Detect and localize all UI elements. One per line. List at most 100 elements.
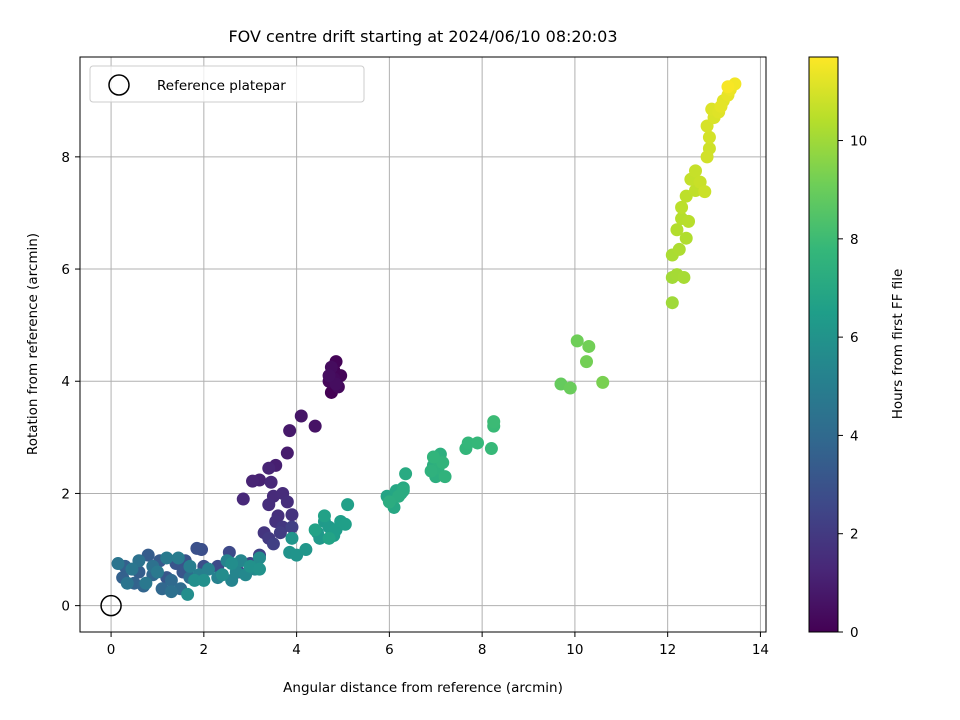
colorbar-tick-label: 2 (850, 527, 859, 543)
colorbar-tick-label: 8 (850, 232, 859, 248)
colorbar-tick-label: 10 (850, 134, 867, 150)
y-tick-label: 2 (61, 486, 70, 502)
data-point (264, 475, 278, 489)
data-point (322, 369, 336, 383)
data-point (253, 551, 267, 565)
data-point (570, 334, 584, 348)
y-tick-label: 4 (61, 374, 70, 390)
reference-platepar-marker (100, 594, 122, 617)
data-point (188, 573, 202, 587)
data-point (470, 436, 484, 450)
data-point (461, 436, 475, 450)
data-point (487, 415, 501, 429)
data-point (677, 270, 691, 284)
x-tick-label: 14 (752, 642, 769, 658)
x-tick-label: 10 (566, 642, 583, 658)
data-point (670, 223, 684, 237)
data-point (139, 576, 153, 590)
data-point (181, 587, 195, 601)
data-point (682, 214, 696, 228)
data-point (424, 464, 438, 478)
data-point (596, 375, 610, 389)
x-axis-label: Angular distance from reference (arcmin) (283, 680, 563, 696)
grid (80, 57, 766, 632)
legend-marker-icon (108, 74, 130, 96)
plot-frame (79, 56, 767, 633)
x-tick-label: 12 (659, 642, 676, 658)
x-tick-label: 2 (200, 642, 209, 658)
data-point (582, 339, 596, 353)
data-point (484, 442, 498, 456)
data-point (426, 450, 440, 464)
data-point (280, 495, 294, 509)
data-point (125, 562, 139, 576)
y-tick-label: 6 (61, 262, 70, 278)
data-point (280, 446, 294, 460)
x-tick-label: 6 (385, 642, 394, 658)
data-point (579, 355, 593, 369)
y-axis-ticks: 0 2 4 6 8 (61, 150, 80, 615)
y-axis-label: Rotation from reference (arcmin) (25, 233, 41, 455)
legend-box (89, 65, 365, 103)
data-point (273, 526, 287, 540)
colorbar-tick-label: 0 (850, 625, 859, 641)
data-point (700, 150, 714, 164)
x-tick-label: 8 (478, 642, 487, 658)
data-point (215, 568, 229, 582)
data-point (111, 557, 125, 571)
data-point (160, 551, 174, 565)
data-point (294, 409, 308, 423)
data-point (253, 562, 267, 576)
data-point (266, 537, 280, 551)
legend: Reference platepar (89, 65, 365, 103)
data-point (341, 498, 355, 512)
chart-title: FOV centre drift starting at 2024/06/10 … (228, 27, 617, 46)
data-point (201, 562, 215, 576)
colorbar-label: Hours from first FF file (890, 269, 906, 420)
y-tick-label: 8 (61, 150, 70, 166)
data-point (317, 509, 331, 523)
data-point (164, 573, 178, 587)
data-point (285, 508, 299, 522)
data-point (171, 551, 185, 565)
data-point (285, 520, 299, 534)
colorbar-tick-label: 4 (850, 428, 859, 444)
data-point (702, 130, 716, 144)
data-point (679, 231, 693, 245)
data-points (111, 77, 742, 601)
data-point (225, 557, 239, 571)
legend-entry: Reference platepar (157, 78, 286, 94)
x-tick-label: 4 (292, 642, 301, 658)
data-point (262, 461, 276, 475)
data-point (721, 80, 735, 94)
data-point (665, 296, 679, 310)
data-point (672, 242, 686, 256)
data-point (698, 185, 712, 199)
data-point (120, 576, 134, 590)
data-point (563, 381, 577, 395)
data-point (299, 543, 313, 557)
y-tick-label: 0 (61, 599, 70, 615)
data-point (714, 99, 728, 113)
colorbar-tick-label: 6 (850, 330, 859, 346)
data-point (399, 467, 413, 481)
x-axis-ticks: 0 2 4 6 8 10 12 14 (107, 632, 769, 658)
data-point (150, 565, 164, 579)
data-point (322, 531, 336, 545)
data-point (262, 498, 276, 512)
data-point (338, 517, 352, 531)
x-tick-label: 0 (107, 642, 116, 658)
data-point (246, 474, 260, 488)
data-point (308, 419, 322, 433)
data-point (438, 470, 452, 484)
data-point (236, 492, 250, 506)
colorbar-ticks: 0 2 4 6 8 10 (838, 134, 867, 641)
data-point (675, 200, 689, 214)
data-point (283, 424, 297, 438)
data-point (183, 559, 197, 573)
data-point (688, 164, 702, 178)
data-point (190, 541, 204, 555)
data-point (197, 573, 211, 587)
data-point (308, 523, 322, 537)
